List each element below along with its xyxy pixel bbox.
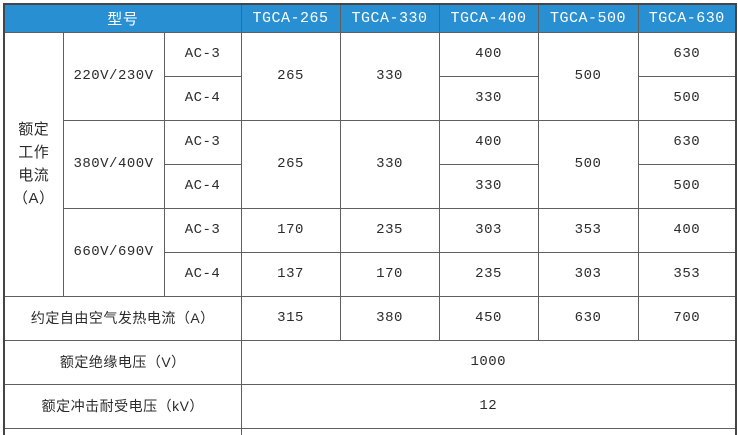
- value-cell: 137: [240, 251, 341, 297]
- voltage-cell-220v: 220V/230V: [62, 31, 165, 121]
- value-cell: 235: [339, 207, 440, 253]
- value-cell: 380: [339, 295, 440, 341]
- value-cell: 700: [637, 295, 737, 341]
- row-660v-ac3: 660V/690V AC-3 170 235 303 353 400: [4, 207, 737, 297]
- value-cell: 235: [438, 251, 539, 297]
- model-column-header-tgca630: TGCA-630: [637, 3, 737, 33]
- value-cell: 265: [240, 31, 341, 121]
- value-cell: 630: [537, 295, 639, 341]
- thermal-current-label: 约定自由空气发热电流（A）: [3, 295, 242, 341]
- rated-current-label-line: 工作: [18, 143, 50, 161]
- model-column-header-tgca265: TGCA-265: [240, 3, 341, 33]
- empty-cell: [3, 427, 242, 435]
- value-cell: 500: [637, 75, 737, 121]
- value-cell: 330: [339, 31, 440, 121]
- model-column-header-tgca330: TGCA-330: [339, 3, 440, 33]
- row-660v-ac4: AC-4 137 170 235 303 353: [4, 251, 737, 297]
- ac-class-cell: AC-3: [163, 31, 242, 77]
- value-cell: 1000: [240, 339, 737, 385]
- rated-current-label-line: 额定: [18, 120, 50, 138]
- row-insulation-voltage: 额定绝缘电压（V） 1000: [3, 339, 737, 385]
- value-cell: 500: [637, 163, 737, 209]
- value-cell: 330: [438, 75, 539, 121]
- value-cell: 330: [339, 119, 440, 209]
- rated-current-label-line: （A）: [12, 190, 55, 208]
- voltage-cell-660v: 660V/690V: [62, 207, 165, 297]
- value-cell: 630: [637, 119, 737, 165]
- rated-current-label-line: 电流: [18, 167, 50, 184]
- empty-cell: [240, 427, 737, 435]
- ac-class-cell: AC-4: [163, 163, 242, 209]
- value-cell: 500: [537, 31, 639, 121]
- ac-class-cell: AC-3: [163, 207, 242, 253]
- value-cell: 500: [537, 119, 639, 209]
- row-380v-ac4: AC-4 330 500: [4, 163, 737, 209]
- insulation-voltage-label: 额定绝缘电压（V）: [3, 339, 242, 385]
- value-cell: 170: [240, 207, 341, 253]
- value-cell: 265: [240, 119, 341, 209]
- model-column-header-tgca500: TGCA-500: [537, 3, 639, 33]
- value-cell: 12: [240, 383, 737, 429]
- row-220v-ac3: 额定 工作 电流 （A） 220V/230V AC-3 265 330 400 …: [3, 31, 737, 297]
- ac-class-cell: AC-4: [163, 251, 242, 297]
- ac-class-cell: AC-4: [163, 75, 242, 121]
- value-cell: 400: [637, 207, 737, 253]
- value-cell: 400: [438, 31, 539, 77]
- row-impulse-voltage: 额定冲击耐受电压（kV） 12: [3, 383, 737, 429]
- row-220v-ac4: AC-4 330 500: [4, 75, 737, 121]
- impulse-voltage-label: 额定冲击耐受电压（kV）: [3, 383, 242, 429]
- value-cell: 400: [438, 119, 539, 165]
- value-cell: 315: [240, 295, 341, 341]
- value-cell: 450: [438, 295, 539, 341]
- value-cell: 303: [438, 207, 539, 253]
- value-cell: 330: [438, 163, 539, 209]
- row-thermal-current: 约定自由空气发热电流（A） 315 380 450 630 700: [3, 295, 737, 341]
- model-header-label: 型号: [3, 3, 242, 33]
- value-cell: 303: [537, 251, 639, 297]
- value-cell: 353: [537, 207, 639, 253]
- value-cell: 630: [637, 31, 737, 77]
- row-380v-ac3: 380V/400V AC-3 265 330 400 500 630: [4, 119, 737, 209]
- value-cell: 353: [637, 251, 737, 297]
- value-cell: 170: [339, 251, 440, 297]
- model-column-header-tgca400: TGCA-400: [438, 3, 539, 33]
- spec-table: 型号 TGCA-265 TGCA-330 TGCA-400 TGCA-500 T…: [3, 3, 738, 435]
- header-row: 型号 TGCA-265 TGCA-330 TGCA-400 TGCA-500 T…: [3, 3, 737, 33]
- ac-class-cell: AC-3: [163, 119, 242, 165]
- voltage-cell-380v: 380V/400V: [62, 119, 165, 209]
- rated-current-label: 额定 工作 电流 （A）: [3, 31, 64, 297]
- row-partial-clipped: [3, 427, 737, 435]
